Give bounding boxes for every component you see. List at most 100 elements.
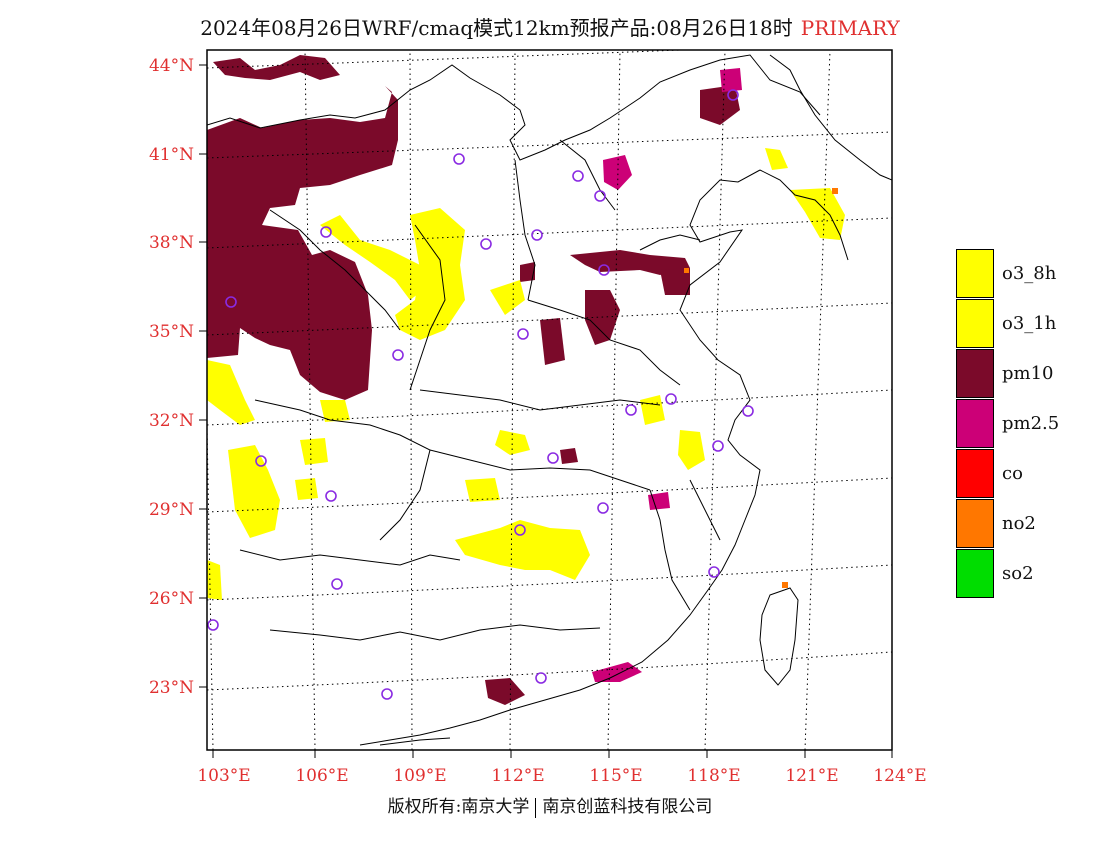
primary-tag: PRIMARY [800,16,900,40]
o3-henan-west [320,400,350,422]
pm10-northeast-patch [700,85,740,125]
station-marker [381,688,393,700]
station-marker [225,296,237,308]
legend-label: no2 [1002,513,1036,534]
lat-label-44n: 44°N [149,56,194,76]
map-title: 2024年08月26日WRF/cmaq模式12km预报产品:08月26日18时 P… [0,12,1100,41]
station-marker [531,229,543,241]
parallel-26n [207,564,892,601]
station-marker [517,328,529,340]
station-marker [625,404,637,416]
o3-hunan-north [465,478,500,502]
station-marker [572,170,584,182]
station-marker [325,490,337,502]
pm10-hunan-patch [560,448,578,464]
station-marker [392,349,404,361]
coastline-east [359,169,761,746]
lon-label-115e: 115°E [589,766,642,786]
pm10-henan-patch [520,262,535,282]
province-qinghai-gansu [269,209,401,331]
province-hubei [419,389,661,411]
station-marker [453,153,465,165]
province-hebei-shanxi [514,159,536,301]
graticule [207,50,892,750]
lat-label-23n: 23°N [149,678,194,698]
lat-labels: 44°N 41°N 38°N 35°N 32°N 29°N 26°N 23°N [149,56,194,698]
o3-jiangxi-patch [678,430,705,470]
legend-swatch [956,249,994,298]
province-shandong [639,234,701,251]
copyright-footer: 版权所有:南京大学 南京创蓝科技有限公司 [0,792,1100,818]
pm10-north-china-plain [570,250,690,275]
o3-hubei-patch [495,430,530,455]
o3-regions [207,148,845,600]
o3-liaoning-patch [790,188,845,240]
meridian-121e [804,50,831,750]
pm25-northeast-patch [720,68,742,92]
o3-anhui-patch [640,395,665,425]
station-marker [480,238,492,250]
station-marker [207,619,219,631]
copyright-separator [535,797,537,818]
copyright-right: 南京创蓝科技有限公司 [542,797,713,817]
lat-label-41n: 41°N [149,145,194,165]
lon-label-106e: 106°E [295,766,348,786]
station-marker [320,226,332,238]
station-marker [742,405,754,417]
station-marker [727,89,739,101]
map-content [207,50,892,750]
o3-shaanxi-strip [490,280,525,315]
legend-swatch [956,299,994,348]
o3-sichuan-west [228,445,280,538]
stations [207,89,754,700]
legend-swatch [956,499,994,548]
o3-chongqing-patch [300,438,328,465]
meridian-106e [304,50,316,750]
province-guizhou [239,549,461,566]
o3-yunnan-west [207,360,255,425]
province-shaanxi [409,224,446,391]
lon-label-109e: 109°E [393,766,446,786]
parallel-38n [207,217,892,249]
pm10-shandong-patch [660,268,690,295]
tick-marks [199,64,893,758]
province-hunan [429,449,651,491]
national-border-north [207,54,821,161]
legend-label: co [1002,463,1023,484]
taiwan-island [759,587,799,686]
legend-swatch [956,549,994,598]
o3-hunan-band [455,520,590,580]
no2-spot-taiwan [782,582,788,588]
province-guangxi [269,624,601,641]
station-marker [535,672,547,684]
pm10-north-strip [213,55,340,80]
legend-swatch [956,349,994,398]
map-frame [206,49,893,751]
pm25-guangdong-coast [592,662,642,682]
pm10-anhui-patch [540,318,565,365]
parallel-32n [207,389,892,426]
station-marker [597,502,609,514]
station-marker [598,264,610,276]
legend-label: o3_1h [1002,313,1057,334]
meridian-118e [704,50,726,750]
station-marker [255,455,267,467]
no2-spot-bohai [684,268,689,273]
lon-label-103e: 103°E [197,766,250,786]
coastline-northeast [769,54,892,181]
pm10-regions [207,55,740,705]
lon-label-124e: 124°E [873,766,926,786]
legend-swatch [956,399,994,448]
copyright-left: 版权所有:南京大学 [387,797,530,817]
liaodong-coast [759,169,849,261]
station-marker [547,452,559,464]
no2-spots [684,188,838,588]
meridian-115e [607,50,621,750]
province-henan [527,299,681,386]
station-marker [708,566,720,578]
legend-label: pm2.5 [1002,413,1060,434]
o3-guizhou-patch [295,478,318,500]
o3-shaanxi-region [395,208,465,340]
lat-label-32n: 32°N [149,411,194,431]
